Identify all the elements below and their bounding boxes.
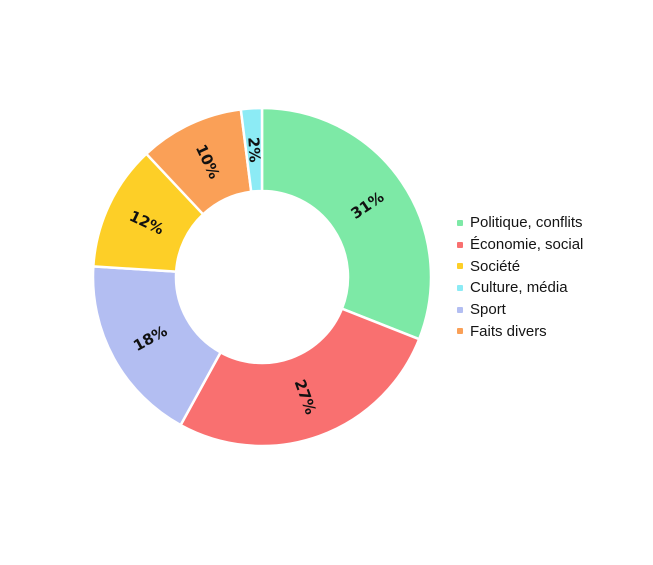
chart-legend: Politique, conflits Économie, social Socié… [457,212,583,342]
legend-item-faits-divers[interactable]: Faits divers [457,320,583,342]
legend-item-label: Culture, média [470,279,568,297]
slice-value-label-culture-media: 2% [244,136,264,163]
legend-item-societe[interactable]: Société [457,255,583,277]
legend-color-swatch [457,306,463,313]
legend-item-label: Société [470,257,521,275]
legend-color-swatch [457,263,463,270]
legend-color-swatch [457,328,463,335]
legend-item-culture-media[interactable]: Culture, média [457,277,583,299]
donut-slice-politique-conflits[interactable] [260,106,433,341]
legend-color-swatch [457,284,463,291]
legend-item-label: Économie, social [470,236,584,254]
legend-item-label: Politique, conflits [470,214,583,232]
donut-slice-economie-social[interactable] [179,307,421,448]
legend-item-label: Sport [470,301,506,319]
donut-slice-sport[interactable] [91,265,222,427]
legend-item-economie-social[interactable]: Économie, social [457,234,583,256]
donut-slice-culture-media[interactable] [239,106,264,193]
legend-item-label: Faits divers [470,322,547,340]
legend-item-sport[interactable]: Sport [457,299,583,321]
legend-color-swatch [457,219,463,226]
legend-item-politique-conflits[interactable]: Politique, conflits [457,212,583,234]
legend-color-swatch [457,241,463,248]
